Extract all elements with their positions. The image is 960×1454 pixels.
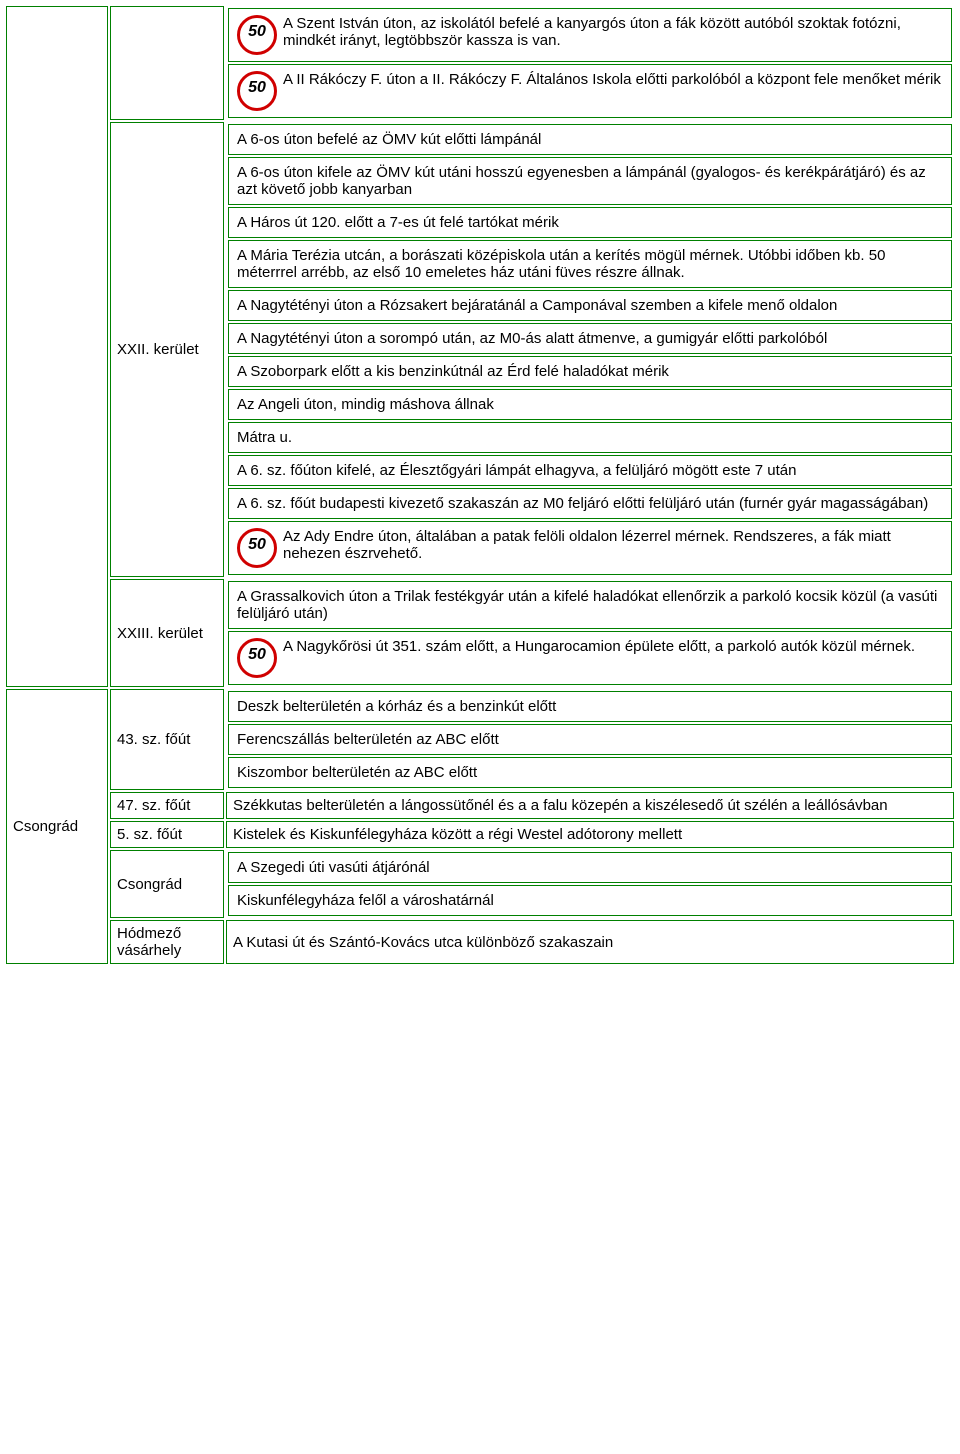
list-item: Ferencszállás belterületén az ABC előtt bbox=[228, 724, 952, 755]
item-text: A 6-os úton kifele az ÖMV kút utáni hoss… bbox=[237, 164, 926, 198]
item-text: Az Angeli úton, mindig máshova állnak bbox=[237, 396, 494, 413]
item-text: Kistelek és Kiskunfélegyháza között a ré… bbox=[233, 826, 682, 843]
list-item: A 6-os úton kifele az ÖMV kút utáni hoss… bbox=[228, 157, 952, 205]
list-item: Székkutas belterületén a lángossütőnél é… bbox=[226, 792, 954, 819]
speed-50-icon: 50 bbox=[237, 528, 277, 568]
item-text: A II Rákóczy F. úton a II. Rákóczy F. Ál… bbox=[283, 71, 943, 88]
list-item: Kiskunfélegyháza felől a városhatárnál bbox=[228, 885, 952, 916]
items-cell: A Grassalkovich úton a Trilak festékgyár… bbox=[226, 579, 954, 687]
list-item: A 6. sz. főúton kifelé, az Élesztőgyári … bbox=[228, 455, 952, 486]
list-item: Az Angeli úton, mindig máshova állnak bbox=[228, 389, 952, 420]
list-item: A Mária Terézia utcán, a borászati közép… bbox=[228, 240, 952, 288]
district-cell: 43. sz. főút bbox=[110, 689, 224, 790]
list-item: A 6-os úton befelé az ÖMV kút előtti lám… bbox=[228, 124, 952, 155]
list-item: A 6. sz. főút budapesti kivezető szakasz… bbox=[228, 488, 952, 519]
item-text: A Grassalkovich úton a Trilak festékgyár… bbox=[237, 588, 937, 622]
item-text: Székkutas belterületén a lángossütőnél é… bbox=[233, 797, 888, 814]
list-item: Kiszombor belterületén az ABC előtt bbox=[228, 757, 952, 788]
list-item: Deszk belterületén a kórház és a benzink… bbox=[228, 691, 952, 722]
list-item: A Szoborpark előtt a kis benzinkútnál az… bbox=[228, 356, 952, 387]
district-cell bbox=[110, 6, 224, 120]
district-cell: Hódmező vásárhely bbox=[110, 920, 224, 964]
speed-50-icon: 50 bbox=[237, 71, 277, 111]
list-item: 50 A Nagykőrösi út 351. szám előtt, a Hu… bbox=[228, 631, 952, 685]
list-item: 50 Az Ady Endre úton, általában a patak … bbox=[228, 521, 952, 575]
list-item: 50 A II Rákóczy F. úton a II. Rákóczy F.… bbox=[228, 64, 952, 118]
item-text: A Nagytétényi úton a Rózsakert bejáratán… bbox=[237, 297, 837, 314]
item-text: A Mária Terézia utcán, a borászati közép… bbox=[237, 247, 885, 281]
item-text: Kiszombor belterületén az ABC előtt bbox=[237, 764, 477, 781]
item-text: A 6. sz. főút budapesti kivezető szakasz… bbox=[237, 495, 928, 512]
items-cell: A 6-os úton befelé az ÖMV kút előtti lám… bbox=[226, 122, 954, 577]
district-cell: XXII. kerület bbox=[110, 122, 224, 577]
items-cell: Deszk belterületén a kórház és a benzink… bbox=[226, 689, 954, 790]
item-text: A Szent István úton, az iskolától befelé… bbox=[283, 15, 943, 49]
item-text: A Szoborpark előtt a kis benzinkútnál az… bbox=[237, 363, 669, 380]
list-item: A Háros út 120. előtt a 7-es út felé tar… bbox=[228, 207, 952, 238]
list-item: Kistelek és Kiskunfélegyháza között a ré… bbox=[226, 821, 954, 848]
item-text: Mátra u. bbox=[237, 429, 292, 446]
district-cell: 5. sz. főút bbox=[110, 821, 224, 848]
speed-50-icon: 50 bbox=[237, 638, 277, 678]
item-text: A 6. sz. főúton kifelé, az Élesztőgyári … bbox=[237, 462, 796, 479]
item-text: Ferencszállás belterületén az ABC előtt bbox=[237, 731, 499, 748]
item-text: Kiskunfélegyháza felől a városhatárnál bbox=[237, 892, 494, 909]
speed-50-icon: 50 bbox=[237, 15, 277, 55]
items-cell: A Szegedi úti vasúti átjárónál Kiskunfél… bbox=[226, 850, 954, 918]
list-item: 50 A Szent István úton, az iskolától bef… bbox=[228, 8, 952, 62]
district-cell: XXIII. kerület bbox=[110, 579, 224, 687]
item-text: Deszk belterületén a kórház és a benzink… bbox=[237, 698, 556, 715]
region-cell bbox=[6, 6, 108, 687]
item-text: Az Ady Endre úton, általában a patak fel… bbox=[283, 528, 943, 562]
list-item: A Kutasi út és Szántó-Kovács utca különb… bbox=[226, 920, 954, 964]
item-text: A Kutasi út és Szántó-Kovács utca különb… bbox=[233, 934, 613, 951]
list-item: A Grassalkovich úton a Trilak festékgyár… bbox=[228, 581, 952, 629]
item-text: A 6-os úton befelé az ÖMV kút előtti lám… bbox=[237, 131, 541, 148]
list-item: A Szegedi úti vasúti átjárónál bbox=[228, 852, 952, 883]
list-item: A Nagytétényi úton a Rózsakert bejáratán… bbox=[228, 290, 952, 321]
list-item: A Nagytétényi úton a sorompó után, az M0… bbox=[228, 323, 952, 354]
region-cell: Csongrád bbox=[6, 689, 108, 964]
item-text: A Szegedi úti vasúti átjárónál bbox=[237, 859, 430, 876]
district-cell: Csongrád bbox=[110, 850, 224, 918]
item-text: A Nagytétényi úton a sorompó után, az M0… bbox=[237, 330, 827, 347]
list-item: Mátra u. bbox=[228, 422, 952, 453]
traffic-table: 50 A Szent István úton, az iskolától bef… bbox=[4, 4, 956, 966]
items-cell: 50 A Szent István úton, az iskolától bef… bbox=[226, 6, 954, 120]
item-text: A Háros út 120. előtt a 7-es út felé tar… bbox=[237, 214, 559, 231]
item-text: A Nagykőrösi út 351. szám előtt, a Hunga… bbox=[283, 638, 943, 655]
district-cell: 47. sz. főút bbox=[110, 792, 224, 819]
